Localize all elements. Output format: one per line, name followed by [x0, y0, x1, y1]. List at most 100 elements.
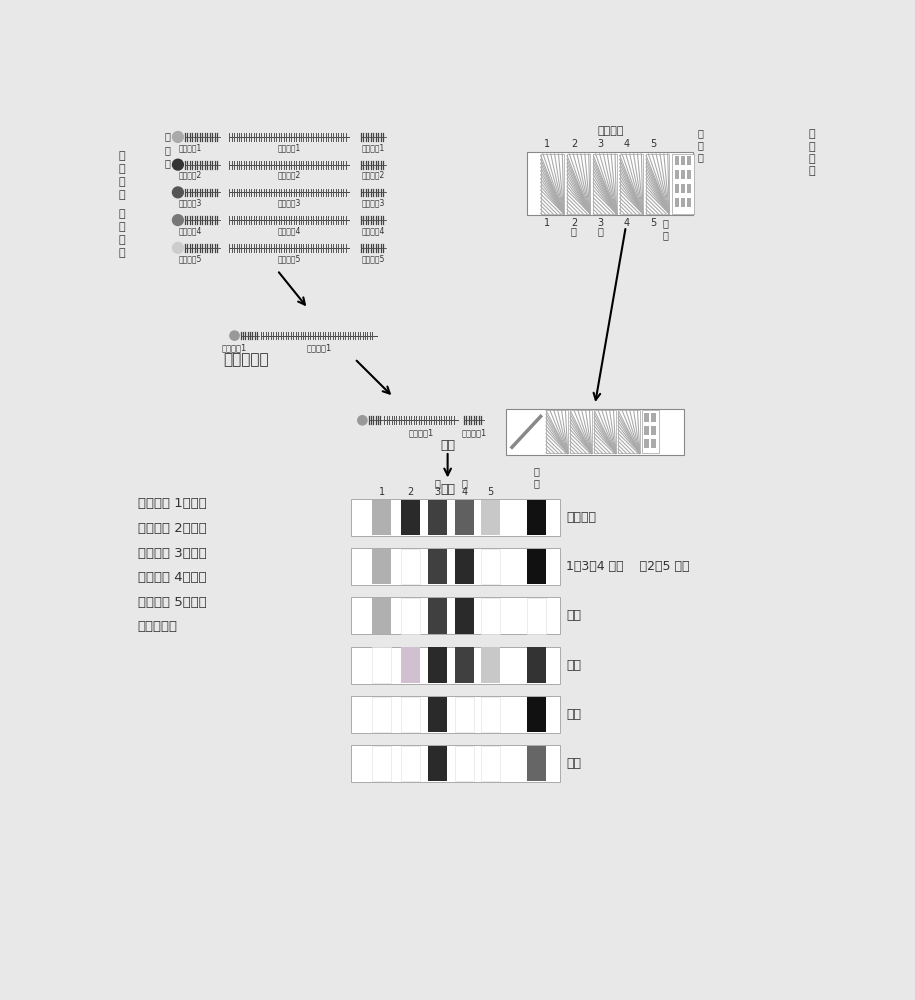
- Bar: [546, 410, 567, 453]
- Text: 指示探针5: 指示探针5: [178, 254, 202, 263]
- Bar: [673, 154, 694, 214]
- Bar: [350, 548, 560, 585]
- Bar: [674, 184, 679, 193]
- Text: 1、3、4 阳性    ，2、5 阴性: 1、3、4 阳性 ，2、5 阴性: [566, 560, 690, 573]
- Bar: [401, 697, 420, 732]
- Text: 目标基因1: 目标基因1: [307, 343, 331, 352]
- Bar: [401, 647, 420, 683]
- Bar: [651, 439, 656, 448]
- Bar: [567, 154, 590, 214]
- Text: 分析: 分析: [440, 483, 455, 496]
- Text: 捕获探针: 捕获探针: [597, 126, 624, 136]
- Bar: [456, 500, 474, 535]
- Bar: [527, 500, 546, 535]
- Text: 4: 4: [624, 139, 630, 149]
- Text: 检
测
设
计: 检 测 设 计: [809, 129, 815, 176]
- Bar: [372, 647, 391, 683]
- Text: 目标基因4: 目标基因4: [277, 226, 301, 235]
- Text: 对
照: 对 照: [662, 218, 668, 240]
- Text: 3: 3: [435, 487, 441, 497]
- Bar: [481, 598, 500, 634]
- Bar: [593, 154, 617, 214]
- Bar: [681, 184, 684, 193]
- Text: 1: 1: [544, 139, 550, 149]
- Text: 目标基因2: 目标基因2: [277, 171, 301, 180]
- Circle shape: [173, 242, 183, 253]
- Text: 对
照: 对 照: [533, 466, 540, 488]
- Circle shape: [173, 159, 183, 170]
- Bar: [428, 647, 447, 683]
- Text: 捕获探针1: 捕获探针1: [461, 428, 487, 437]
- Text: 4: 4: [461, 487, 468, 497]
- Bar: [456, 598, 474, 634]
- Text: 指示探针1: 指示探针1: [178, 143, 202, 152]
- Bar: [570, 410, 592, 453]
- Bar: [674, 156, 679, 165]
- Bar: [428, 549, 447, 584]
- Text: 5: 5: [487, 487, 493, 497]
- Text: 检测: 检测: [440, 439, 455, 452]
- Text: 捕获探针1: 捕获探针1: [361, 143, 385, 152]
- Bar: [481, 500, 500, 535]
- Bar: [644, 426, 649, 435]
- Text: 4: 4: [624, 218, 630, 228]
- Bar: [651, 426, 656, 435]
- Bar: [527, 697, 546, 732]
- Text: 错误: 错误: [566, 659, 581, 672]
- Text: 与样品反应: 与样品反应: [223, 353, 268, 368]
- Bar: [428, 746, 447, 781]
- Text: 探
针
设
计: 探 针 设 计: [119, 209, 125, 258]
- Text: 目标基因1: 目标基因1: [277, 143, 301, 152]
- Bar: [644, 439, 649, 448]
- Bar: [401, 598, 420, 634]
- Bar: [428, 500, 447, 535]
- Text: 所有阳性: 所有阳性: [566, 511, 597, 524]
- Text: 目标基因3: 目标基因3: [277, 199, 301, 208]
- Bar: [674, 198, 679, 207]
- Text: 指示探针4: 指示探针4: [178, 226, 202, 235]
- Circle shape: [173, 132, 183, 142]
- Bar: [651, 413, 656, 422]
- Text: 检: 检: [435, 478, 440, 488]
- Text: 错误: 错误: [566, 708, 581, 721]
- Circle shape: [230, 331, 239, 340]
- Bar: [506, 409, 684, 455]
- Bar: [687, 170, 691, 179]
- Text: 生
物
素: 生 物 素: [164, 132, 170, 168]
- Bar: [350, 597, 560, 634]
- Bar: [527, 598, 546, 634]
- Bar: [687, 156, 691, 165]
- Text: 指示探针3: 指示探针3: [178, 199, 202, 208]
- Text: 案
和
素: 案 和 素: [697, 128, 704, 162]
- Bar: [350, 696, 560, 733]
- Bar: [428, 697, 447, 732]
- Text: 指示探针 2：红色: 指示探针 2：红色: [137, 522, 207, 535]
- Circle shape: [173, 187, 183, 198]
- Bar: [372, 549, 391, 584]
- Bar: [481, 647, 500, 683]
- Bar: [372, 746, 391, 781]
- Bar: [456, 746, 474, 781]
- Bar: [401, 746, 420, 781]
- Bar: [428, 598, 447, 634]
- Bar: [687, 184, 691, 193]
- Text: 1: 1: [544, 218, 550, 228]
- Text: 测: 测: [597, 226, 603, 236]
- Bar: [481, 746, 500, 781]
- Bar: [541, 154, 564, 214]
- Text: 对照：黑色: 对照：黑色: [137, 620, 178, 634]
- Text: 捕获探针3: 捕获探针3: [361, 199, 385, 208]
- Bar: [527, 647, 546, 683]
- Bar: [401, 549, 420, 584]
- Text: 5: 5: [650, 139, 656, 149]
- Bar: [681, 170, 684, 179]
- Bar: [619, 154, 643, 214]
- Bar: [372, 598, 391, 634]
- Text: 3: 3: [597, 139, 603, 149]
- Bar: [642, 410, 659, 453]
- Bar: [350, 745, 560, 782]
- Bar: [481, 549, 500, 584]
- Text: 指示探针 5：黄色: 指示探针 5：黄色: [137, 596, 207, 609]
- Text: 2: 2: [571, 139, 577, 149]
- Text: 1: 1: [379, 487, 385, 497]
